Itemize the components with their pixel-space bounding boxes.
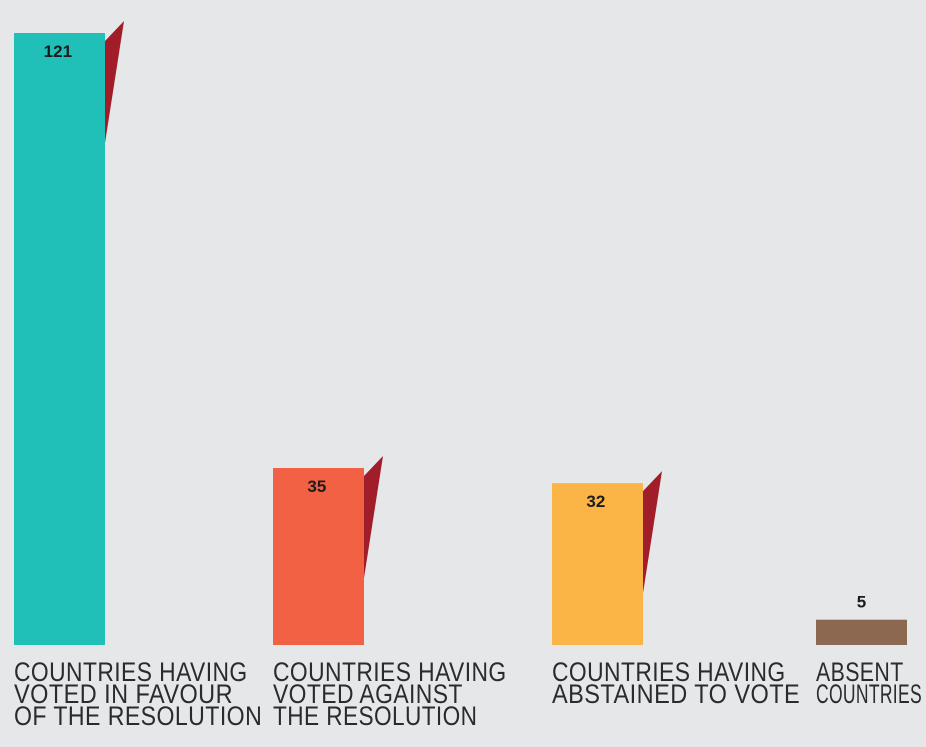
bar-value-label: 32 (586, 492, 605, 511)
bar-accent-flag (364, 456, 383, 578)
category-label-line: ABSTAINED TO VOTE (552, 679, 800, 709)
category-label-line: COUNTRIES (816, 679, 922, 709)
category-label-line: THE RESOLUTION (273, 701, 477, 731)
value-labels-layer: 121 35 32 5 (44, 42, 867, 612)
bar-accent-flag (105, 21, 124, 143)
bar (816, 620, 907, 645)
bar (14, 33, 105, 645)
bar-accent-flag (643, 471, 662, 593)
bars-layer (14, 33, 907, 645)
bar-value-label: 121 (44, 42, 72, 61)
category-label-line: OF THE RESOLUTION (14, 701, 262, 731)
bar-value-label: 5 (857, 593, 866, 612)
bar-value-label: 35 (307, 477, 326, 496)
